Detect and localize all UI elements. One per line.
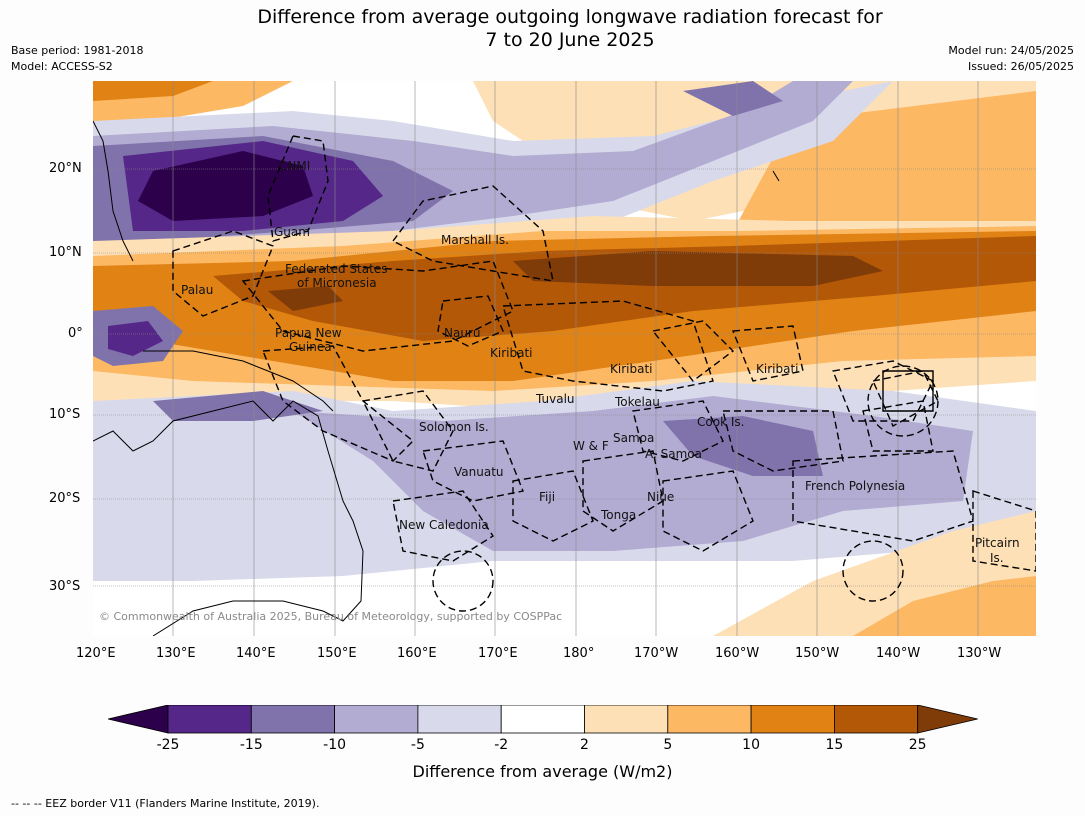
- lat-tick-10s: 10°S: [49, 407, 81, 422]
- anomaly-band-equator-core-2: [268, 286, 343, 311]
- colorbar-tick-label: -25: [156, 737, 180, 753]
- colorbar-cell: [500, 705, 585, 734]
- label-new-caledonia: New Caledonia: [399, 518, 489, 532]
- lon-tick-180: 180°: [563, 646, 595, 661]
- label-kiribati-east: Kiribati: [756, 362, 798, 376]
- lon-tick-140w: 140°W: [876, 646, 921, 661]
- meta-left: Base period: 1981-2018 Model: ACCESS-S2: [11, 43, 143, 75]
- model-run: Model run: 24/05/2025: [948, 44, 1074, 57]
- colorbar-cell: [834, 705, 919, 734]
- lon-tick-150w: 150°W: [795, 646, 840, 661]
- eez-borders: [172, 135, 1036, 612]
- lat-tick-10n: 10°N: [49, 245, 82, 260]
- label-tuvalu: Tuvalu: [535, 392, 575, 406]
- label-guam: Guam: [274, 225, 310, 239]
- anomaly-band-south-dark: [663, 416, 823, 476]
- anomaly-band-south-orange-2: [853, 576, 1036, 636]
- colorbar-tick-label: -10: [323, 737, 347, 753]
- label-cnmi: CNMI: [279, 159, 310, 173]
- colorbar-cell: [584, 705, 669, 734]
- title-line-1: Difference from average outgoing longwav…: [257, 6, 883, 28]
- label-wf: W & F: [573, 439, 609, 453]
- lat-tick-30s: 30°S: [49, 579, 81, 594]
- lon-tick-160e: 160°E: [397, 646, 437, 661]
- colorbar-cell: [417, 705, 502, 734]
- colorbar-tick-label: -5: [410, 737, 425, 753]
- label-palau: Palau: [181, 283, 213, 297]
- meta-right: Model run: 24/05/2025 Issued: 26/05/2025: [948, 43, 1074, 75]
- lon-tick-140e: 140°E: [236, 646, 276, 661]
- colorbar-title: Difference from average (W/m2): [412, 762, 673, 781]
- lon-tick-150e: 150°E: [317, 646, 357, 661]
- colorbar-max-arrow: [917, 705, 978, 734]
- lon-tick-130w: 130°W: [957, 646, 1002, 661]
- label-kiribati-central: Kiribati: [610, 362, 652, 376]
- lon-tick-120e: 120°E: [76, 646, 116, 661]
- colorbar-tick-label: 2: [580, 737, 589, 753]
- lat-tick-20n: 20°N: [49, 161, 82, 176]
- label-marshall: Marshall Is.: [441, 233, 509, 247]
- label-fsm-line1: Federated States: [285, 262, 387, 276]
- colorbar-tick-label: 5: [663, 737, 673, 753]
- label-solomon: Solomon Is.: [419, 420, 489, 434]
- lon-tick-170w: 170°W: [634, 646, 679, 661]
- chart-title: Difference from average outgoing longwav…: [0, 6, 1085, 52]
- label-png-line2: Guinea: [289, 340, 332, 354]
- model-name: Model: ACCESS-S2: [11, 60, 113, 73]
- label-nauru: Nauru: [444, 326, 480, 340]
- title-line-2: 7 to 20 June 2025: [485, 29, 655, 51]
- colorbar-tick-label: 10: [742, 737, 761, 753]
- colorbar-cell: [250, 705, 336, 734]
- anomaly-band-north-purple-se: [683, 81, 783, 116]
- lon-tick-170e: 170°E: [478, 646, 518, 661]
- colorbar-cell: [334, 705, 419, 734]
- anomaly-band-nw-orange-dark: [93, 81, 213, 101]
- gridlines: [93, 81, 1036, 636]
- colorbar-tick-label: -15: [239, 737, 263, 753]
- anomaly-band-equator-core: [513, 251, 883, 286]
- colorbar-tick-label: 25: [908, 737, 927, 753]
- label-pitcairn-line2: Is.: [990, 551, 1004, 565]
- colorbar-cell: [667, 705, 752, 734]
- label-tokelau: Tokelau: [614, 395, 660, 409]
- label-vanuatu: Vanuatu: [454, 465, 504, 479]
- anomaly-map: CNMI Guam Marshall Is. Federated States …: [93, 81, 1036, 636]
- base-period: Base period: 1981-2018: [11, 44, 144, 57]
- lat-tick-20s: 20°S: [49, 491, 81, 506]
- label-niue: Niue: [647, 490, 674, 504]
- copyright-notice: © Commonwealth of Australia 2025, Bureau…: [99, 610, 563, 623]
- label-fsm-line2: of Micronesia: [297, 276, 377, 290]
- label-kiribati-west: Kiribati: [490, 346, 532, 360]
- issued-date: Issued: 26/05/2025: [967, 60, 1074, 73]
- label-tonga: Tonga: [600, 508, 636, 522]
- colorbar-tick-label: 15: [825, 737, 844, 753]
- label-samoa: Samoa: [613, 431, 654, 445]
- coastlines: [93, 120, 780, 636]
- colorbar: [108, 705, 978, 734]
- label-cook: Cook Is.: [697, 415, 744, 429]
- lon-tick-130e: 130°E: [156, 646, 196, 661]
- lon-tick-160w: 160°W: [715, 646, 760, 661]
- label-french-polynesia: French Polynesia: [805, 479, 905, 493]
- colorbar-tick-label: -2: [494, 737, 509, 753]
- label-fiji: Fiji: [539, 490, 555, 504]
- anomaly-band-png-purple-core: [108, 321, 163, 356]
- label-png-line1: Papua New: [275, 326, 342, 340]
- label-pitcairn-line1: Pitcairn: [975, 536, 1020, 550]
- colorbar-cell: [750, 705, 835, 734]
- colorbar-min-arrow: [108, 705, 169, 734]
- label-asamoa: A. Samoa: [645, 447, 702, 461]
- lat-tick-0: 0°: [68, 326, 83, 341]
- colorbar-cell: [167, 705, 252, 734]
- eez-footnote: -- -- -- EEZ border V11 (Flanders Marine…: [11, 797, 320, 810]
